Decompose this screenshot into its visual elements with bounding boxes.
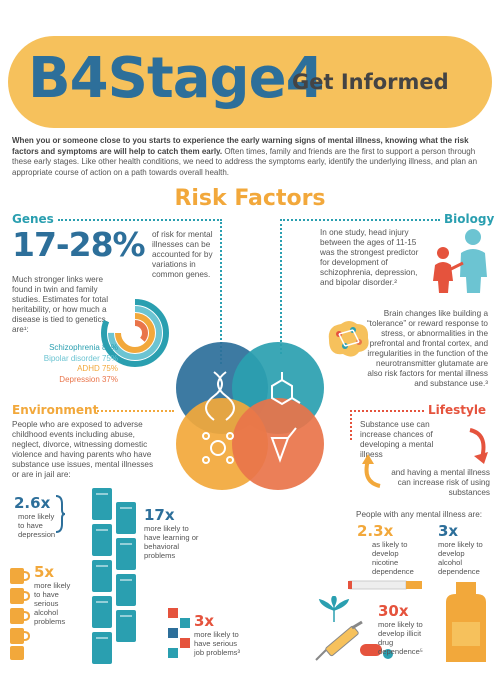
stat-drug-num: 30x	[378, 602, 409, 620]
genes-connector	[220, 219, 222, 364]
stat-depression-num: 2.6x	[14, 494, 51, 512]
network-icon	[202, 432, 234, 464]
biology-heading: Biology	[444, 212, 495, 226]
intro-paragraph: When you or someone close to you starts …	[12, 136, 488, 178]
legend-depression: Depression 37%	[59, 374, 118, 384]
syringe-icon	[315, 620, 363, 661]
risk-venn-diagram	[176, 342, 324, 490]
books-icon	[92, 488, 136, 664]
lifestyle-connector	[350, 410, 352, 440]
lifestyle-p1: Substance use can increase chances of de…	[360, 420, 434, 459]
stat-learning-num: 17x	[144, 506, 175, 524]
beer-mugs-icon	[10, 568, 30, 660]
stat-nicotine-num: 2.3x	[357, 522, 394, 540]
environment-body: People who are exposed to adverse childh…	[12, 420, 154, 479]
brace-icon	[55, 495, 66, 533]
cycle-arrow-back-icon	[362, 454, 381, 488]
stat-alcohol-num: 5x	[34, 563, 55, 581]
header-banner	[8, 36, 492, 128]
lifestyle-lead: People with any mental illness are:	[356, 510, 483, 519]
stat-alcohol-dep-text: more likely to develop alcohol dependenc…	[438, 540, 483, 576]
stat-alcohol-dep-num: 3x	[438, 522, 459, 540]
lifestyle-p2: and having a mental illness can increase…	[391, 468, 490, 497]
biology-p1: In one study, head injury between the ag…	[320, 228, 419, 287]
genes-range: 17-28%	[12, 225, 146, 264]
intro-rest: Often times, family and friends are the …	[12, 146, 478, 177]
bottle-icon	[446, 582, 486, 662]
intro-bold: When you or someone close to you starts …	[12, 136, 469, 156]
biology-connector	[280, 219, 282, 354]
environment-heading: Environment	[12, 403, 99, 417]
tagline: Get Informed	[292, 70, 449, 94]
dna-icon	[205, 371, 235, 421]
stat-alcohol-text: more likely to have serious alcohol prob…	[34, 581, 71, 626]
genes-heading: Genes	[12, 212, 54, 226]
drink-icon	[270, 427, 297, 463]
stat-job-text: more likely to have serious job problems…	[194, 630, 241, 657]
lifestyle-heading: Lifestyle	[428, 403, 487, 417]
heritability-rings-icon	[101, 299, 169, 367]
molecule-icon	[271, 372, 301, 406]
genes-body: Much stronger links were found in twin a…	[12, 275, 109, 334]
lifestyle-circle	[232, 398, 324, 490]
brain-icon	[328, 321, 369, 357]
lifestyle-divider	[350, 410, 424, 412]
heritability-legend: Schizophrenia 81% Bipolar disorder 75% A…	[10, 343, 118, 385]
legend-adhd: ADHD 75%	[77, 364, 118, 373]
stat-learning-text: more likely to have learning or behavior…	[144, 524, 199, 560]
genes-divider	[58, 219, 222, 221]
family-icon	[433, 229, 487, 293]
cigarette-icon	[348, 580, 422, 590]
section-title: Risk Factors	[174, 186, 326, 211]
biology-p2: Brain changes like building a “tolerance…	[366, 309, 488, 388]
legend-bipolar: Bipolar disorder 75%	[43, 353, 118, 363]
environment-divider	[94, 410, 174, 412]
job-problem-icon	[168, 608, 190, 658]
legend-schizophrenia: Schizophrenia 81%	[49, 343, 118, 352]
logo: B4Stage4	[28, 46, 325, 111]
stat-nicotine-text: as likely to develop nicotine dependence	[372, 540, 414, 576]
biology-divider	[280, 219, 440, 221]
cycle-arrow-icon	[469, 428, 488, 464]
genes-range-desc: of risk for mental illnesses can be acco…	[152, 230, 213, 279]
stat-job-num: 3x	[194, 612, 215, 630]
stat-depression-text: more likely to have depression	[18, 512, 56, 539]
stat-drug-text: more likely to develop illicit drug depe…	[378, 620, 423, 656]
cannabis-leaf-icon	[318, 596, 350, 622]
pills-icon	[360, 644, 393, 659]
